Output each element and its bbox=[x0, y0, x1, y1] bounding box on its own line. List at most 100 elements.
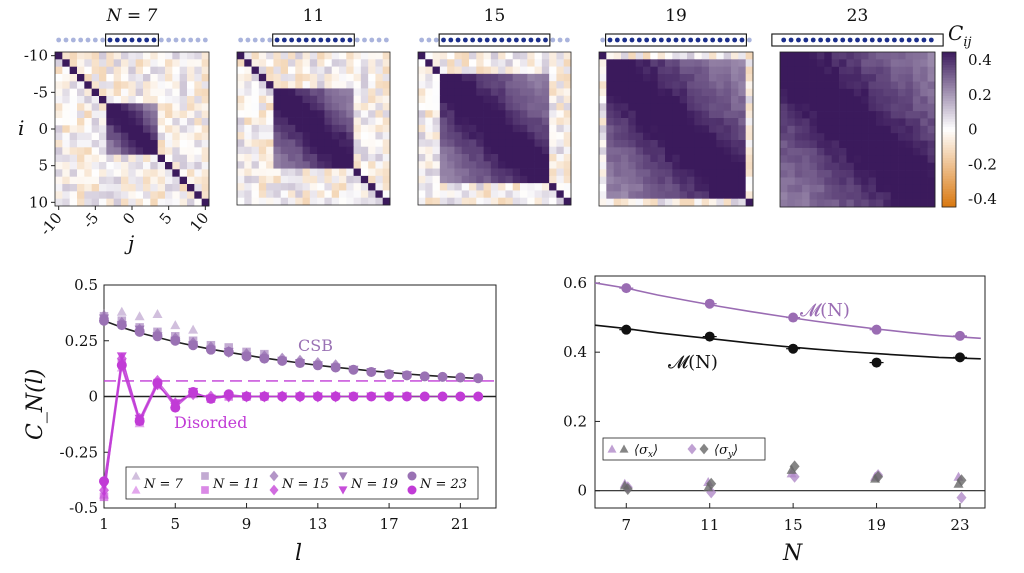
active-site-dot bbox=[832, 37, 838, 43]
heatmap-cell bbox=[346, 110, 354, 118]
heatmap-cell bbox=[643, 110, 651, 119]
heatmap-cell bbox=[187, 59, 195, 68]
heatmap-cell bbox=[694, 147, 703, 156]
heatmap-cell bbox=[62, 110, 71, 119]
heatmap-cell bbox=[179, 132, 188, 141]
heatmap-cell bbox=[295, 117, 303, 126]
heatmap-cell bbox=[599, 191, 607, 200]
heatmap-cell bbox=[853, 184, 862, 193]
disordered-point bbox=[366, 391, 377, 402]
heatmap-cell bbox=[77, 81, 85, 90]
heatmap-cell bbox=[360, 52, 369, 60]
heatmap-cell bbox=[498, 146, 506, 155]
heatmap-cell bbox=[912, 133, 921, 141]
heatmap-cell bbox=[701, 59, 710, 68]
heatmap-cell bbox=[150, 96, 159, 104]
heatmap-cell bbox=[920, 170, 928, 178]
heatmap-cell bbox=[346, 146, 354, 155]
heatmap-cell bbox=[628, 88, 637, 97]
heatmap-cell bbox=[251, 59, 260, 67]
heatmap-cell bbox=[490, 154, 499, 162]
heatmap-cell bbox=[606, 52, 615, 60]
heatmap-cell bbox=[912, 103, 921, 112]
heatmap-cell bbox=[368, 81, 376, 89]
heatmap-cell bbox=[368, 132, 376, 140]
heatmap-cell bbox=[527, 175, 535, 184]
heatmap-cell bbox=[831, 192, 840, 200]
heatmap-cell bbox=[920, 96, 928, 105]
inactive-site-dot bbox=[426, 37, 432, 43]
inactive-site-dot bbox=[564, 37, 570, 43]
heatmap-cell bbox=[606, 154, 615, 163]
heatmap-cell bbox=[128, 66, 137, 75]
m-xtick-label: 11 bbox=[700, 516, 719, 534]
heatmap-cell bbox=[317, 110, 325, 118]
heatmap-cell bbox=[273, 146, 282, 155]
colorbar-segment bbox=[942, 111, 956, 115]
heatmap-cell bbox=[237, 190, 245, 199]
active-site-dot bbox=[318, 37, 324, 43]
heatmap-cell bbox=[150, 74, 159, 82]
heatmap-cell bbox=[157, 74, 166, 82]
heatmap-cell bbox=[157, 59, 166, 68]
heatmap-cell bbox=[731, 59, 739, 68]
heatmap-cell bbox=[563, 132, 572, 140]
heatmap-cell bbox=[694, 125, 703, 134]
heatmap-cell bbox=[723, 81, 732, 90]
heatmap-cell bbox=[527, 124, 535, 133]
heatmap-cell bbox=[251, 161, 260, 169]
colorbar-segment bbox=[942, 165, 956, 169]
heatmap-cell bbox=[794, 81, 803, 90]
heatmap-cell bbox=[360, 88, 369, 97]
heatmap-cell bbox=[701, 191, 710, 200]
inactive-site-dot bbox=[433, 37, 439, 43]
heatmap-cell bbox=[816, 59, 825, 68]
heatmap-cell bbox=[324, 139, 333, 148]
heatmap-4: 23 bbox=[771, 6, 944, 208]
heatmap-cell bbox=[745, 169, 754, 178]
heatmap-cell bbox=[309, 81, 318, 89]
colorbar-tick-label: -0.2 bbox=[968, 155, 997, 173]
heatmap-cell bbox=[324, 59, 333, 67]
heatmap-cell bbox=[69, 162, 78, 170]
heatmap-cell bbox=[302, 81, 311, 89]
heatmap-cell bbox=[520, 139, 528, 148]
heatmap-cell bbox=[745, 154, 754, 163]
heatmap-cell bbox=[846, 133, 855, 141]
heatmap-cell bbox=[317, 139, 325, 148]
heatmap-cell bbox=[113, 52, 122, 60]
heatmap-cell bbox=[794, 147, 803, 156]
heatmap-cell bbox=[527, 95, 535, 104]
heatmap-cell bbox=[861, 74, 869, 82]
heatmap-cell bbox=[599, 88, 607, 97]
heatmap-cell bbox=[643, 184, 651, 192]
heatmap-cell bbox=[375, 117, 384, 126]
disordered-point bbox=[384, 391, 395, 402]
heatmap-cell bbox=[91, 198, 100, 207]
heatmap-cell bbox=[599, 110, 607, 119]
cn-legend-frame bbox=[125, 466, 479, 500]
heatmap-cell bbox=[143, 88, 151, 97]
heatmap-cell bbox=[912, 192, 921, 200]
heatmap-cell bbox=[709, 176, 717, 185]
heatmap-cell bbox=[237, 197, 245, 206]
heatmap-cell bbox=[861, 103, 869, 112]
active-site-dot bbox=[303, 37, 309, 43]
csb-point bbox=[170, 335, 181, 346]
heatmap-cell bbox=[69, 154, 78, 163]
heatmap-cell bbox=[273, 73, 282, 82]
heatmap-cell bbox=[505, 52, 514, 60]
heatmap-cell bbox=[687, 140, 695, 148]
cn-xtick-label: 17 bbox=[380, 515, 399, 533]
heatmap-cell bbox=[912, 140, 921, 149]
colorbar-segment bbox=[942, 59, 956, 63]
heatmap-cell bbox=[613, 81, 622, 90]
heatmap-cell bbox=[898, 162, 906, 171]
heatmap-cell bbox=[635, 66, 644, 75]
heatmap-cell bbox=[701, 140, 710, 148]
heatmap-cell bbox=[187, 103, 195, 112]
heatmap-cell bbox=[55, 118, 63, 126]
heatmap-cell bbox=[288, 124, 296, 133]
heatmap-cell bbox=[143, 191, 151, 200]
heatmap-cell bbox=[780, 74, 788, 82]
